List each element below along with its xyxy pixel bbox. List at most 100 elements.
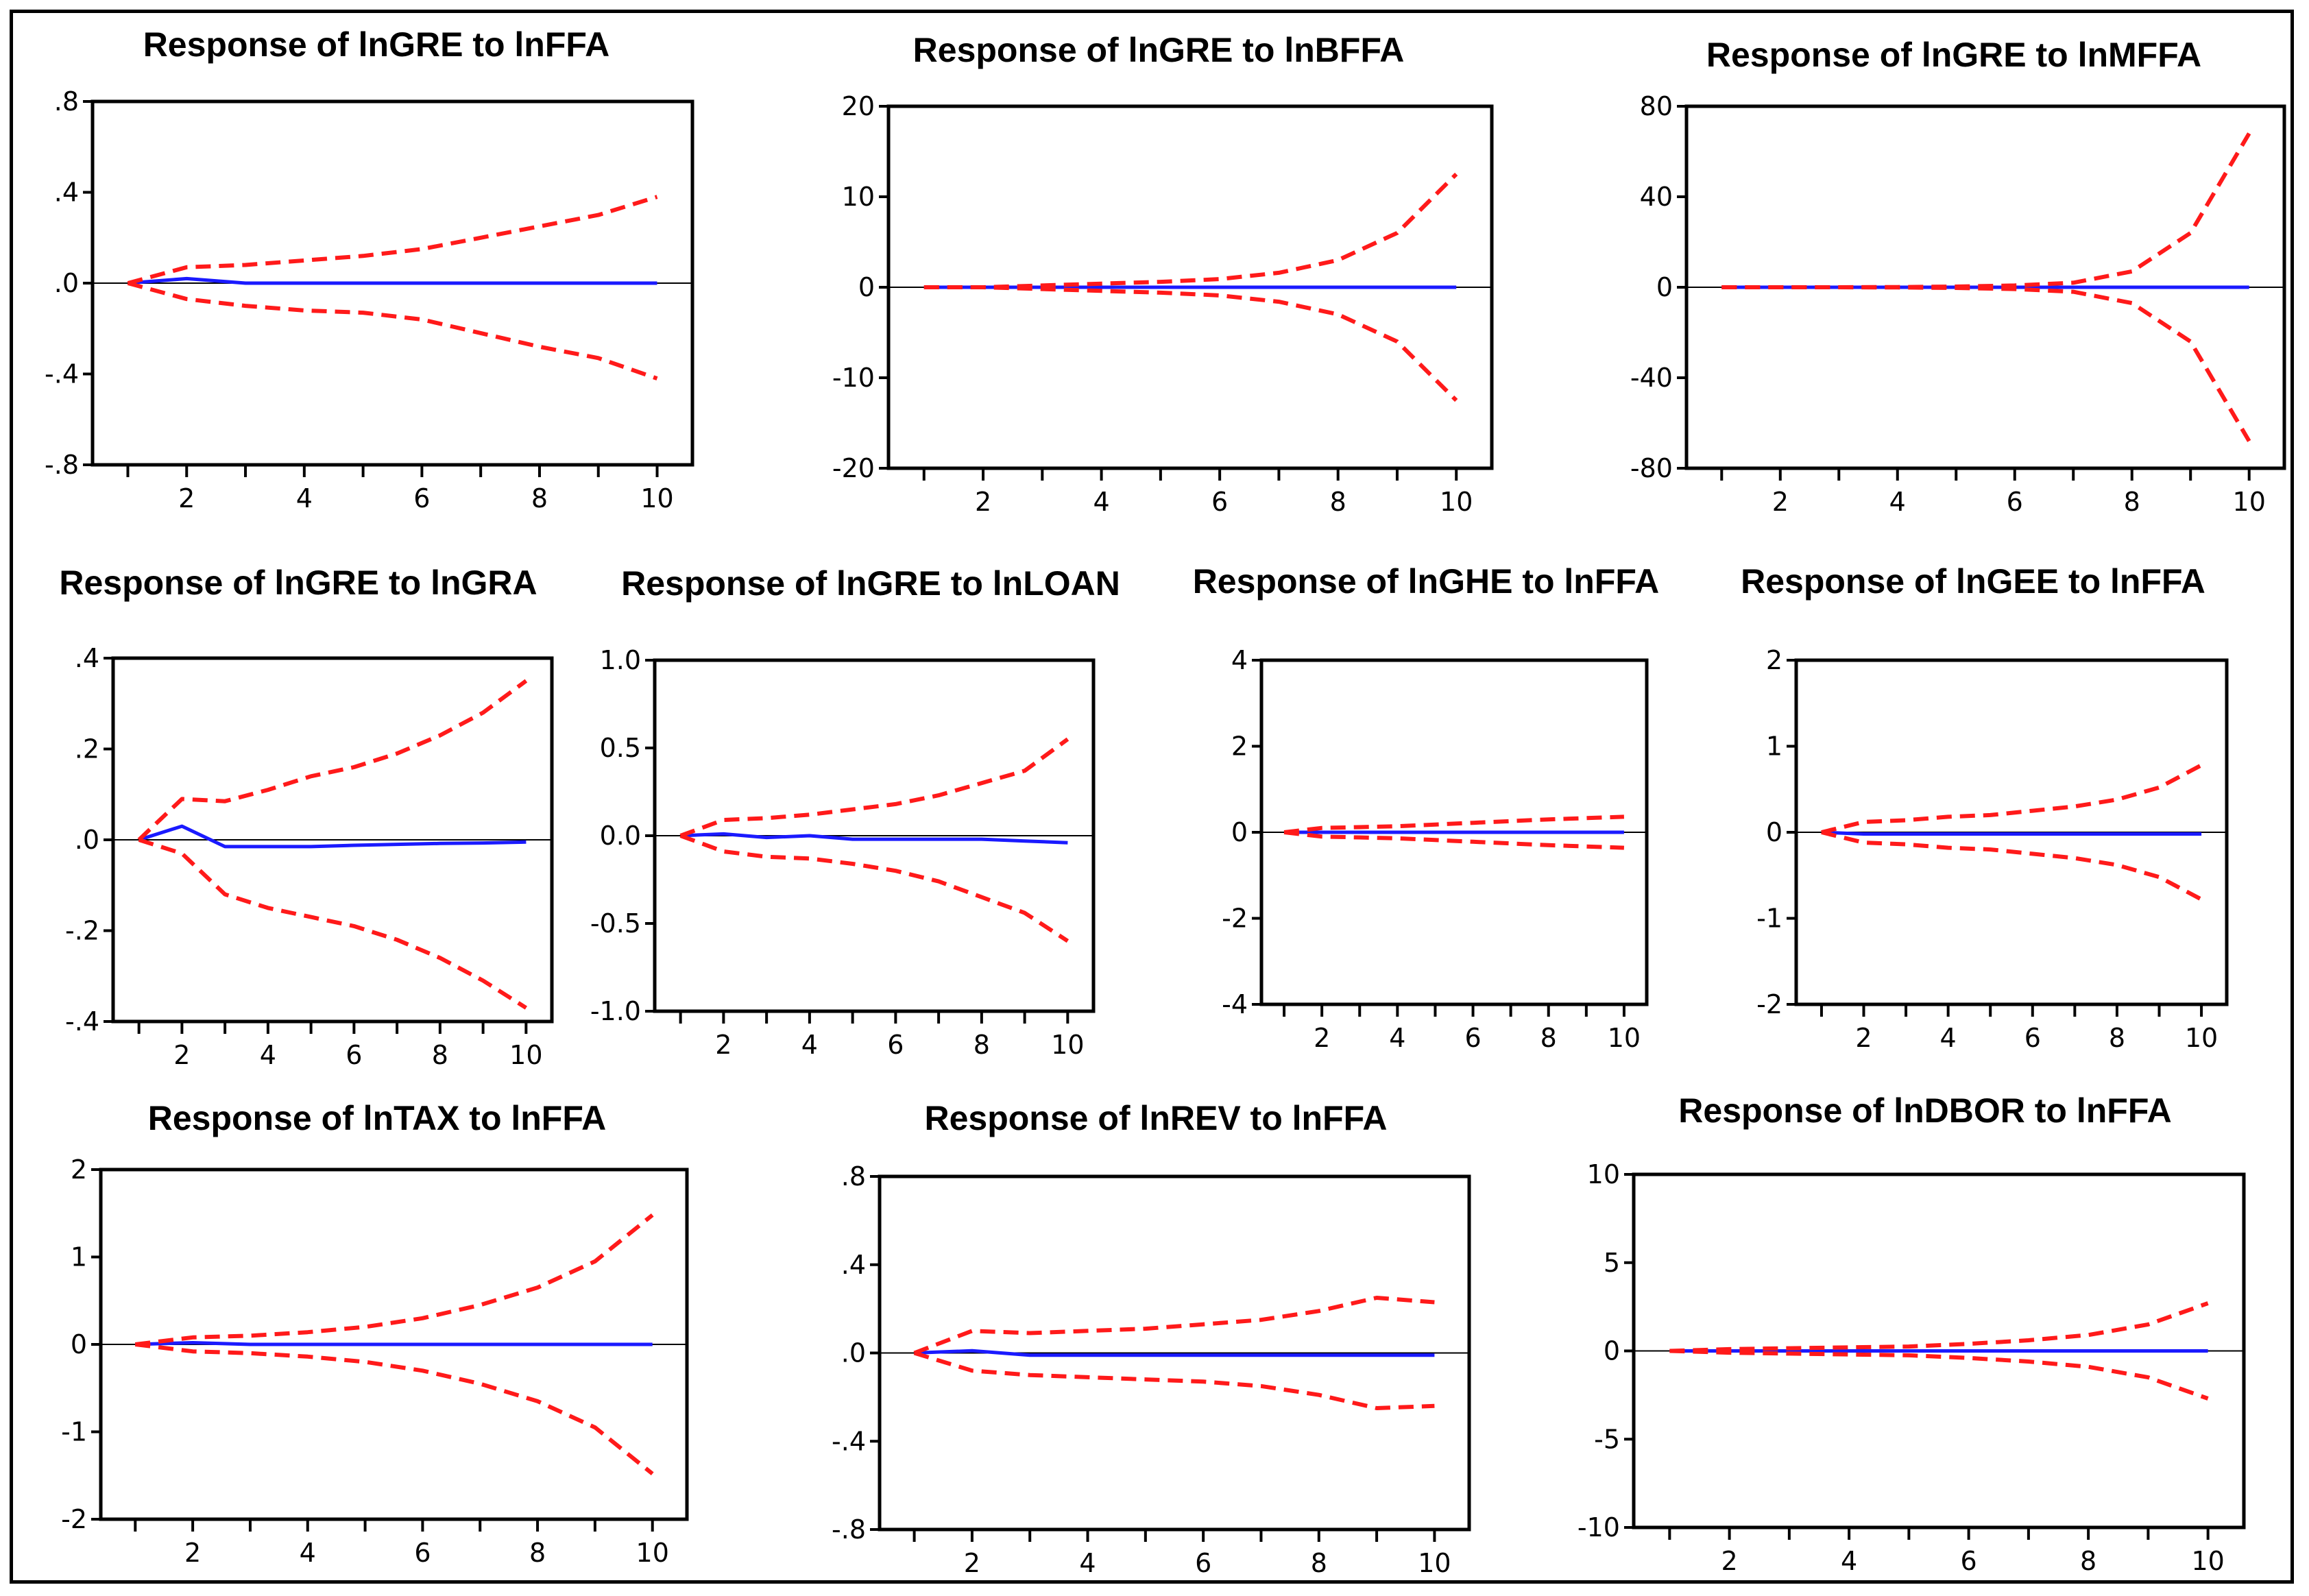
y-tick-label: 2 (71, 1154, 87, 1185)
x-tick-label: 4 (1079, 1548, 1096, 1578)
y-tick-label: .8 (841, 1161, 866, 1192)
upper-band-line (913, 1296, 1435, 1355)
x-tick-label: 8 (2109, 1023, 2125, 1053)
x-tick-label: 8 (2124, 487, 2140, 517)
x-tick-label: 8 (531, 483, 548, 513)
x-tick-label: 6 (1211, 487, 1228, 517)
y-tick-label: .0 (841, 1338, 866, 1368)
irf-panel: Response of lnGRE to lnFFA -.8 -.4 .0 .4 .8 2 4… (45, 25, 694, 513)
lower-band-line (1821, 830, 2203, 902)
panel-title: Response of lnGRE to lnGRA (59, 564, 537, 602)
y-tick-label: -.8 (45, 450, 79, 480)
x-tick-label: 2 (1721, 1546, 1738, 1576)
y-tick-label: 2 (1231, 732, 1248, 762)
x-tick-label: 4 (1093, 487, 1109, 517)
x-tick-label: 8 (1330, 487, 1346, 517)
response-line (680, 832, 1068, 845)
lower-band-line (1721, 285, 2251, 442)
x-tick-label: 6 (414, 1538, 431, 1568)
y-tick-label: .8 (54, 86, 79, 117)
y-tick-label: .4 (841, 1250, 866, 1280)
y-tick-label: 40 (1640, 182, 1673, 212)
y-tick-label: -.8 (832, 1514, 866, 1545)
y-tick-label: 4 (1231, 645, 1248, 675)
x-tick-label: 10 (2191, 1546, 2224, 1576)
x-tick-label: 2 (173, 1040, 190, 1070)
y-tick-label: -.4 (65, 1006, 99, 1037)
x-tick-label: 10 (2233, 487, 2266, 517)
x-tick-label: 4 (1841, 1546, 1857, 1576)
panel-title: Response of lnREV to lnFFA (924, 1099, 1387, 1137)
y-tick-label: -1.0 (590, 996, 641, 1026)
x-tick-label: 10 (2185, 1023, 2218, 1053)
x-tick-label: 10 (636, 1538, 669, 1568)
irf-panel: Response of lnGRE to lnLOAN -1.0 -0.5 0.0 0.… (590, 564, 1120, 1060)
lower-band-line (913, 1351, 1435, 1410)
x-tick-label: 2 (184, 1538, 201, 1568)
x-tick-label: 4 (1889, 487, 1906, 517)
y-tick-label: 0 (1766, 817, 1782, 847)
response-line (128, 276, 657, 285)
x-tick-label: 2 (964, 1548, 980, 1578)
lower-band-line (679, 834, 1069, 943)
y-tick-label: 1 (71, 1242, 87, 1272)
x-tick-label: 10 (509, 1040, 542, 1070)
lower-band-line (138, 838, 528, 1010)
x-tick-label: 4 (260, 1040, 276, 1070)
lower-band-line (1283, 830, 1625, 850)
response-line (1821, 830, 2202, 836)
y-tick-label: -.4 (45, 359, 79, 389)
y-tick-label: -20 (832, 453, 875, 483)
y-tick-label: -10 (1577, 1512, 1620, 1543)
y-tick-label: -40 (1630, 363, 1673, 393)
x-tick-label: 2 (1314, 1023, 1330, 1053)
x-tick-label: 6 (346, 1040, 362, 1070)
upper-band-line (1821, 763, 2203, 834)
irf-panel: Response of lnGEE to lnFFA -2 -1 0 1 2 2 4 6 8 10 (1741, 562, 2229, 1053)
y-tick-label: -5 (1594, 1424, 1620, 1454)
x-tick-label: 10 (1440, 487, 1473, 517)
x-tick-label: 10 (1608, 1023, 1641, 1053)
outer-frame (10, 10, 2294, 1584)
x-tick-label: 6 (2024, 1023, 2041, 1053)
irf-panel: Response of lnDBOR to lnFFA -10 -5 0 5 10 2 4 6 8… (1577, 1091, 2246, 1576)
y-tick-label: 10 (842, 182, 875, 212)
upper-band-line (923, 172, 1458, 289)
upper-band-line (1669, 1301, 2209, 1353)
y-tick-label: 0 (858, 272, 875, 302)
y-tick-label: .0 (75, 825, 99, 855)
y-tick-label: -10 (832, 363, 875, 393)
y-tick-label: -1 (1756, 904, 1782, 934)
irf-panel: Response of lnGRE to lnGRA -.4 -.2 .0 .2 .4 2 4… (59, 564, 554, 1070)
x-tick-label: 4 (1389, 1023, 1405, 1053)
y-tick-label: 0 (1656, 272, 1673, 302)
y-tick-label: 10 (1587, 1159, 1620, 1189)
upper-band-line (127, 195, 658, 285)
x-tick-label: 6 (1464, 1023, 1481, 1053)
y-tick-label: 0 (1231, 817, 1248, 847)
lower-band-line (1669, 1349, 2209, 1401)
irf-panel: Response of lnGRE to lnBFFA -20 -10 0 10 20 2 4… (832, 31, 1494, 517)
y-tick-label: 5 (1604, 1248, 1620, 1278)
y-tick-label: 0.0 (600, 821, 641, 851)
x-tick-label: 8 (529, 1538, 546, 1568)
panel-title: Response of lnGRE to lnFFA (143, 25, 610, 64)
panel-title: Response of lnGRE to lnLOAN (621, 564, 1120, 603)
x-tick-label: 2 (715, 1030, 732, 1060)
y-tick-label: 1 (1766, 732, 1782, 762)
x-tick-label: 6 (2007, 487, 2023, 517)
x-tick-label: 2 (975, 487, 991, 517)
upper-band-line (679, 737, 1069, 838)
y-tick-label: -0.5 (590, 908, 641, 939)
panel-title: Response of lnTAX to lnFFA (148, 1099, 607, 1137)
upper-band-line (134, 1213, 654, 1346)
y-tick-label: -2 (1222, 904, 1248, 934)
panel-title: Response of lnGHE to lnFFA (1193, 562, 1660, 601)
upper-band-line (137, 679, 528, 842)
x-tick-label: 8 (1311, 1548, 1327, 1578)
upper-band-line (1721, 132, 2251, 289)
x-tick-label: 2 (178, 483, 195, 513)
response-line (138, 824, 527, 849)
